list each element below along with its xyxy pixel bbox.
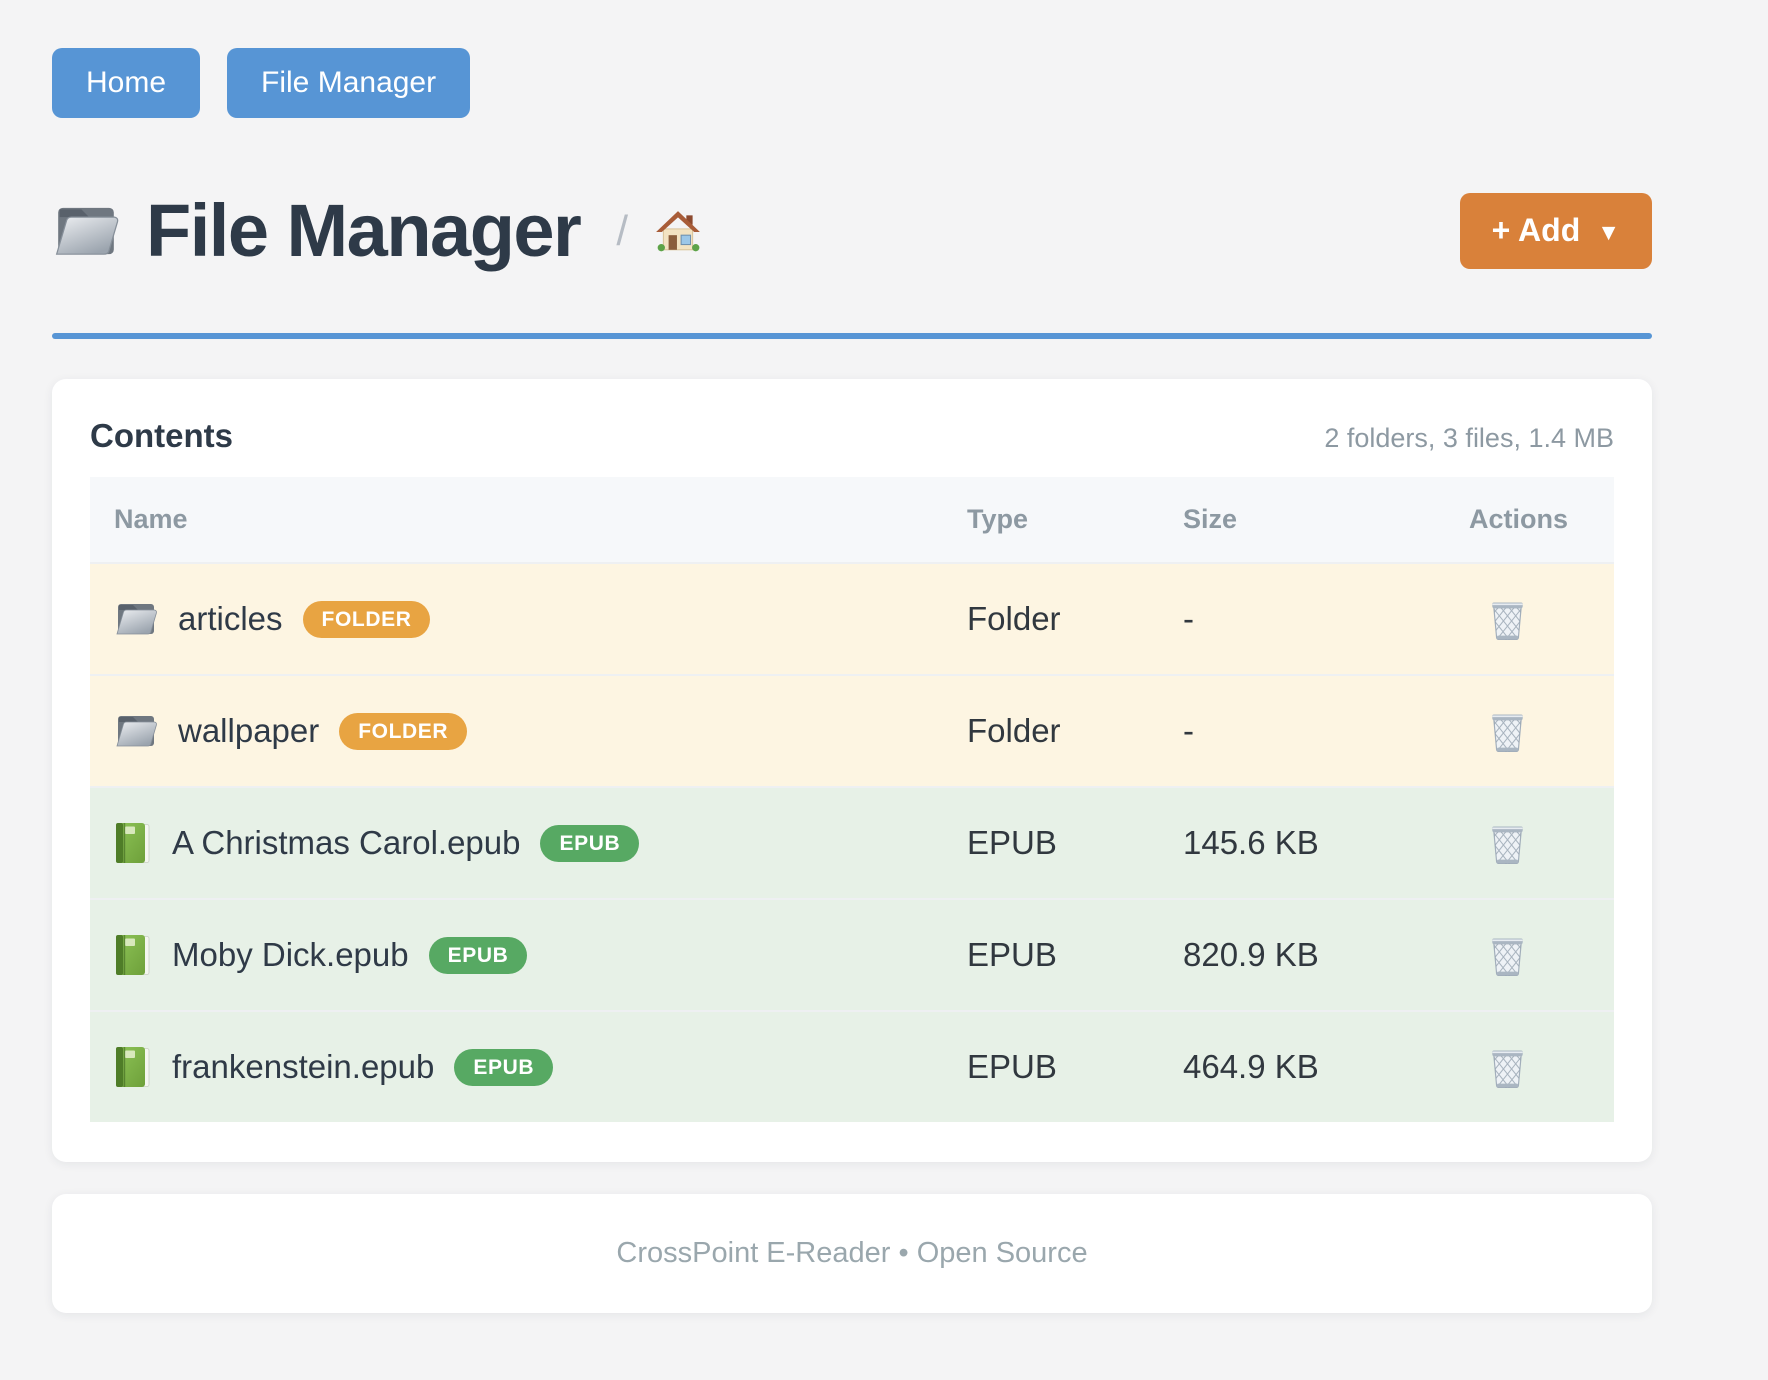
- table-row[interactable]: wallpaper FOLDER Folder -: [90, 674, 1614, 786]
- trash-button[interactable]: [1469, 1046, 1526, 1089]
- trash-button[interactable]: [1469, 598, 1526, 641]
- page-header: File Manager / + Add ▼: [52, 188, 1652, 273]
- file-type: EPUB: [967, 936, 1057, 973]
- file-name[interactable]: Moby Dick.epub: [172, 936, 409, 973]
- name-cell: frankenstein.epub EPUB: [90, 1046, 967, 1088]
- name-cell: Moby Dick.epub EPUB: [90, 934, 967, 976]
- file-type: Folder: [967, 712, 1061, 749]
- row-badge: EPUB: [540, 824, 640, 862]
- actions-cell: [1469, 710, 1614, 753]
- actions-cell: [1469, 598, 1614, 641]
- footer-card: CrossPoint E-Reader • Open Source: [52, 1194, 1652, 1313]
- trash-button[interactable]: [1469, 822, 1526, 865]
- column-header-name: Name: [114, 504, 188, 534]
- caret-down-icon: ▼: [1597, 218, 1620, 245]
- column-header-size: Size: [1183, 504, 1238, 534]
- trash-icon: [1489, 934, 1526, 977]
- name-cell: A Christmas Carol.epub EPUB: [90, 822, 967, 864]
- row-badge: FOLDER: [339, 712, 468, 750]
- table-header-row: Name Type Size Actions: [90, 477, 1614, 562]
- folder-icon: [52, 203, 120, 259]
- trash-icon: [1489, 822, 1526, 865]
- column-header-actions: Actions: [1469, 504, 1569, 534]
- file-type: Folder: [967, 600, 1061, 637]
- folder-icon: [114, 600, 158, 638]
- file-size: -: [1183, 712, 1194, 749]
- title-group: File Manager /: [52, 188, 702, 273]
- contents-card-header: Contents 2 folders, 3 files, 1.4 MB: [90, 417, 1614, 455]
- trash-button[interactable]: [1469, 934, 1526, 977]
- actions-cell: [1469, 934, 1614, 977]
- table-row[interactable]: Moby Dick.epub EPUB EPUB 820.9 KB: [90, 898, 1614, 1010]
- row-badge: EPUB: [454, 1048, 554, 1086]
- table-row[interactable]: frankenstein.epub EPUB EPUB 464.9 KB: [90, 1010, 1614, 1122]
- book-icon: [114, 822, 152, 864]
- file-name[interactable]: wallpaper: [178, 712, 320, 749]
- file-size: 820.9 KB: [1183, 936, 1319, 973]
- trash-icon: [1489, 710, 1526, 753]
- add-button-label: + Add: [1491, 212, 1581, 248]
- top-nav: Home File Manager: [52, 48, 1652, 118]
- file-name[interactable]: frankenstein.epub: [172, 1048, 435, 1085]
- trash-button[interactable]: [1469, 710, 1526, 753]
- file-name[interactable]: A Christmas Carol.epub: [172, 824, 521, 861]
- name-cell: wallpaper FOLDER: [90, 712, 967, 750]
- title-divider: [52, 333, 1652, 339]
- file-size: 145.6 KB: [1183, 824, 1319, 861]
- file-size: 464.9 KB: [1183, 1048, 1319, 1085]
- column-header-type: Type: [967, 504, 1029, 534]
- actions-cell: [1469, 1046, 1614, 1089]
- row-badge: FOLDER: [302, 600, 431, 638]
- breadcrumb-separator: /: [616, 206, 629, 254]
- contents-summary: 2 folders, 3 files, 1.4 MB: [1324, 423, 1614, 453]
- file-table: Name Type Size Actions articles FOLDER F…: [90, 477, 1614, 1122]
- file-size: -: [1183, 600, 1194, 637]
- table-row[interactable]: A Christmas Carol.epub EPUB EPUB 145.6 K…: [90, 786, 1614, 898]
- house-icon[interactable]: [654, 207, 702, 255]
- footer-text: CrossPoint E-Reader • Open Source: [616, 1237, 1088, 1269]
- trash-icon: [1489, 598, 1526, 641]
- table-body: articles FOLDER Folder - wallpaper FOLDE…: [90, 562, 1614, 1122]
- table-row[interactable]: articles FOLDER Folder -: [90, 562, 1614, 674]
- contents-heading: Contents: [90, 417, 233, 454]
- name-cell: articles FOLDER: [90, 600, 967, 638]
- nav-file-manager-button[interactable]: File Manager: [227, 48, 471, 118]
- file-name[interactable]: articles: [178, 600, 283, 637]
- contents-card: Contents 2 folders, 3 files, 1.4 MB Name…: [52, 379, 1652, 1162]
- row-badge: EPUB: [428, 936, 528, 974]
- page-title: File Manager: [146, 189, 582, 272]
- file-type: EPUB: [967, 1048, 1057, 1085]
- actions-cell: [1469, 822, 1614, 865]
- folder-icon: [114, 712, 158, 750]
- trash-icon: [1489, 1046, 1526, 1089]
- book-icon: [114, 1046, 152, 1088]
- page: Home File Manager File Manager / + Add ▼…: [52, 0, 1652, 1313]
- nav-home-button[interactable]: Home: [52, 48, 201, 118]
- add-button[interactable]: + Add ▼: [1459, 192, 1652, 269]
- file-type: EPUB: [967, 824, 1057, 861]
- book-icon: [114, 934, 152, 976]
